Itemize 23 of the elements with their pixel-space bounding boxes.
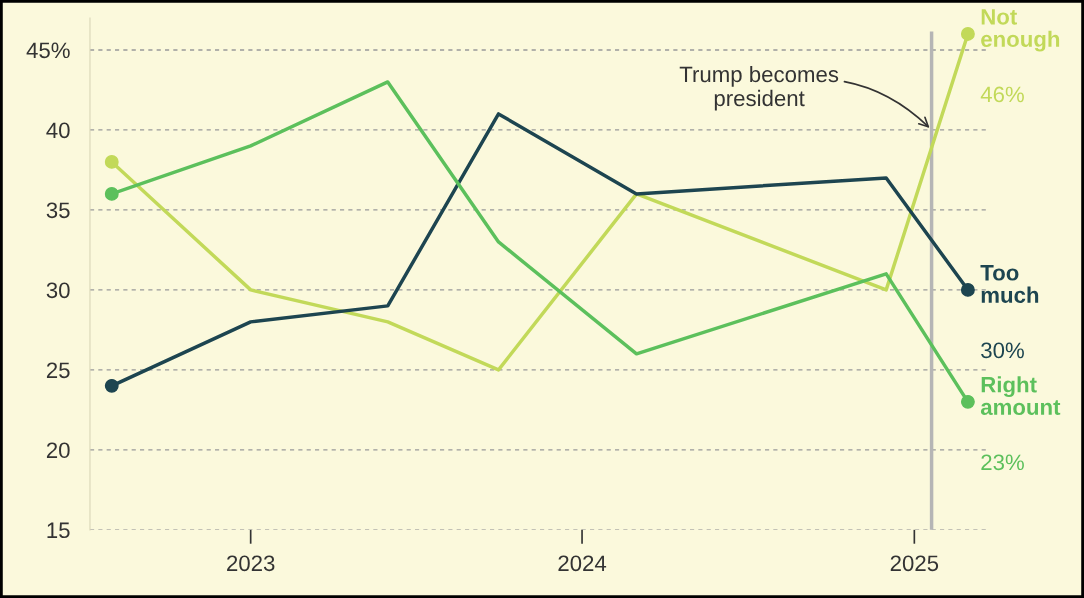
series-label: Not enough: [981, 9, 1060, 52]
point: [104, 378, 119, 393]
series-label: Too much: [980, 265, 1039, 303]
ref-line-label: Trump becomes president: [679, 65, 839, 111]
y-tick-label: 45%: [26, 42, 70, 59]
x-tick-label: 2024: [558, 555, 607, 572]
data-label: 46%: [980, 86, 1024, 103]
data-label: 30%: [981, 342, 1024, 359]
point: [960, 394, 975, 409]
y-tick-label: 40: [46, 122, 70, 139]
point: [104, 154, 119, 169]
point: [104, 186, 119, 201]
x-tick-label: 2025: [890, 555, 939, 572]
y-tick-label: 20: [46, 442, 70, 459]
y-tick-label: 30: [46, 282, 70, 299]
y-tick-label: 25: [46, 362, 70, 379]
x-tick-label: 2023: [227, 555, 275, 572]
series-label: Right amount: [980, 376, 1061, 416]
data-label: 23%: [981, 454, 1024, 471]
y-tick-label: 15: [47, 522, 70, 539]
point: [960, 282, 975, 297]
point: [960, 26, 975, 41]
y-tick-label: 35: [46, 202, 70, 219]
